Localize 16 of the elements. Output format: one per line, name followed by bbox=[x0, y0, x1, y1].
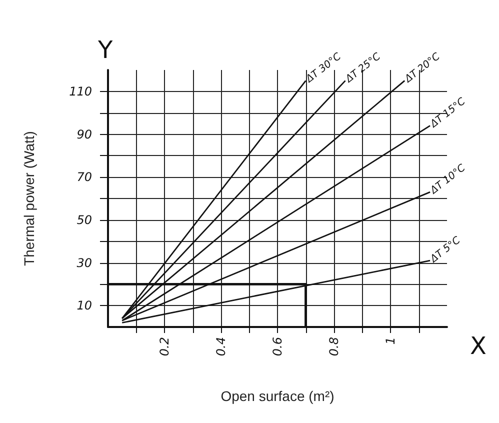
text: X bbox=[470, 332, 486, 360]
x-tick-label: 0.6 bbox=[270, 336, 284, 356]
y-tick-label: 50 bbox=[76, 212, 92, 227]
x-tick-label: 1 bbox=[384, 337, 398, 345]
x-tick-label: 0.4 bbox=[214, 337, 228, 356]
x-axis-title: Open surface (m²) bbox=[220, 388, 334, 404]
y-tick-label: 70 bbox=[76, 170, 92, 184]
y-tick-label: 110 bbox=[69, 84, 92, 98]
text: ΔT 5°C bbox=[428, 235, 463, 266]
y-tick-label: 90 bbox=[76, 127, 92, 142]
y-axis-title: Thermal power (Watt) bbox=[21, 131, 37, 266]
x-tick-label: 0.2 bbox=[158, 337, 172, 356]
x-tick-label: 0.8 bbox=[327, 336, 341, 356]
y-tick-label: 10 bbox=[76, 298, 92, 313]
y-tick-label: 30 bbox=[76, 256, 92, 270]
text: Y bbox=[97, 36, 113, 64]
